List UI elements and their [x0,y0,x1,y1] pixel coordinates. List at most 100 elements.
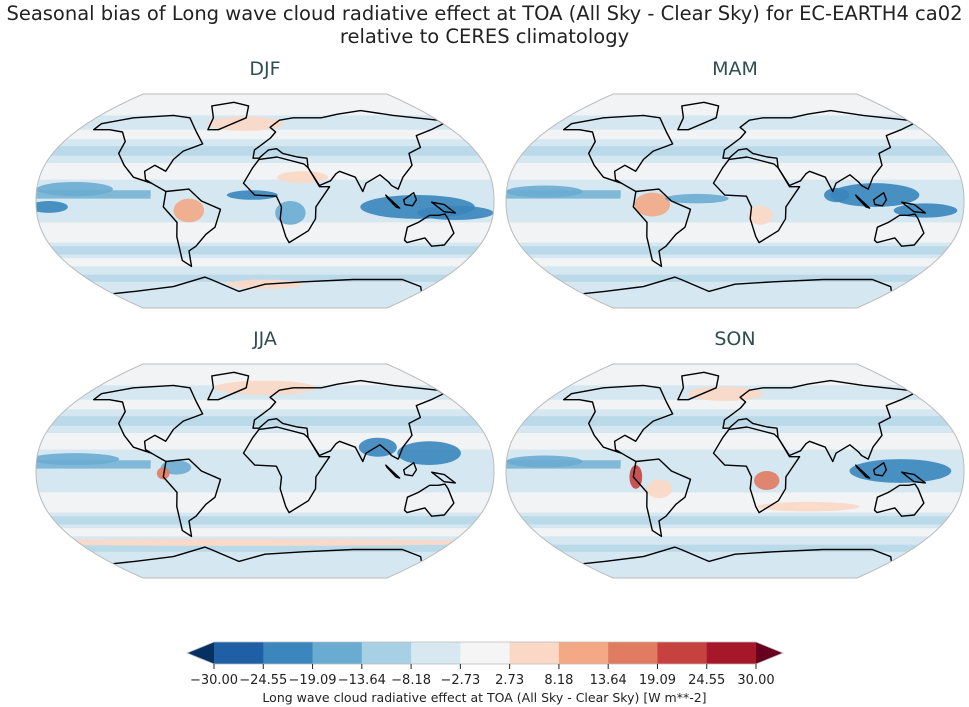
coastline-newguinea [431,471,456,484]
coastline-newguinea [901,201,926,214]
coastline-namerica [93,384,204,463]
coastline-antarctica [583,276,893,295]
colorbar-segment [214,642,264,664]
colorbar [185,641,785,669]
bias-band-neutral [38,222,492,243]
colorbar-tick-label: 19.09 [638,673,677,688]
coastline-eurasia [252,379,444,463]
coastline-eurasia [252,109,444,193]
bias-band-neutral [61,258,469,267]
colorbar-extend-high [756,642,783,664]
bias-band-negative [551,544,919,552]
colorbar-tick-label: −24.55 [239,673,288,688]
bias-anomaly [646,479,672,499]
coastline-antarctica [113,546,423,565]
map-mam [505,93,965,309]
coastline-samerica [632,188,692,268]
colorbar-tick-label: 24.55 [688,673,726,688]
bias-anomaly [757,501,860,512]
figure-subtitle: relative to CERES climatology [339,25,630,48]
colorbar-segment [263,642,314,664]
coastline-newguinea [431,201,456,214]
bias-band-neutral [508,492,962,513]
bias-anomaly [665,193,729,204]
coastline-australia [403,483,455,517]
coastline-eurasia [722,379,914,463]
colorbar-segment [361,642,412,664]
bias-band-negative [520,516,950,525]
colorbar-segment [312,642,363,664]
colorbar-segment [608,642,658,664]
colorbar-tick-label: 30.00 [737,673,775,688]
colorbar-tick-label: −8.18 [391,673,431,688]
colorbar-label: Long wave cloud radiative effect at TOA … [262,690,707,705]
bias-band-negative [50,146,480,156]
panel-title-jja: JJA [253,328,277,350]
coastline-australia [873,483,925,517]
bias-anomaly [36,181,113,197]
coastline-samerica [632,458,692,538]
bias-band-neutral [531,528,939,537]
coastline-borneo [873,461,888,477]
bias-band-neutral [570,94,900,116]
coastline-sumatra [855,464,871,479]
bias-band-negative [50,416,480,426]
coastline-australia [873,213,925,247]
bias-band-neutral [508,163,962,180]
bias-anomaly [686,386,764,401]
bias-band-negative [520,416,950,426]
bias-anomaly [747,205,774,225]
bias-anomaly [754,471,780,491]
coastline-namerica [93,114,204,193]
colorbar-segment [558,642,609,664]
bias-anomaly [275,201,306,225]
panel-title-djf: DJF [249,58,281,80]
bias-band-negative [520,146,950,156]
coastline-africa [242,426,331,514]
colorbar-tick-label: −19.09 [288,673,337,688]
coastline-greenland [207,101,250,131]
coastline-antarctica [583,546,893,565]
coastline-borneo [403,191,418,207]
coastline-samerica [162,188,222,268]
bias-band-neutral [536,399,934,410]
bias-anomaly [849,459,952,483]
colorbar-tick-label: −13.64 [337,673,386,688]
coastline-sumatra [855,194,871,209]
colorbar-tick-label: −2.73 [440,673,481,688]
bias-anomaly [207,116,284,131]
bias-anomaly [397,441,461,466]
bias-band-neutral [61,528,469,537]
colorbar-extend-low [187,642,214,664]
coastline-namerica [563,384,674,463]
coastline-borneo [873,191,888,207]
bias-band-neutral [66,399,464,410]
bias-band-neutral [38,492,492,513]
coastline-borneo [403,461,418,477]
bias-band-neutral [100,94,430,116]
coastline-greenland [207,371,250,401]
coastline-greenland [677,371,720,401]
bias-band-negative [50,516,480,525]
colorbar-segment [460,642,511,664]
bias-anomaly [36,453,120,466]
coastline-africa [712,156,801,244]
bias-band-negative [520,246,950,255]
figure-title: Seasonal bias of Long wave cloud radiati… [6,2,963,25]
bias-anomaly [277,171,329,184]
colorbar-segment [706,642,757,664]
panel-title-son: SON [714,328,756,350]
bias-band-neutral [100,364,430,386]
coastline-samerica [162,458,222,538]
coastline-australia [403,213,455,247]
coastline-newguinea [901,471,926,484]
bias-band-neutral [536,129,934,140]
bias-anomaly [823,187,850,203]
bias-band-neutral [508,433,962,450]
coastline-sumatra [385,464,401,479]
bias-anomaly [506,455,583,468]
bias-anomaly [830,183,920,207]
bias-band-negative [551,274,919,282]
bias-anomaly [36,538,494,546]
